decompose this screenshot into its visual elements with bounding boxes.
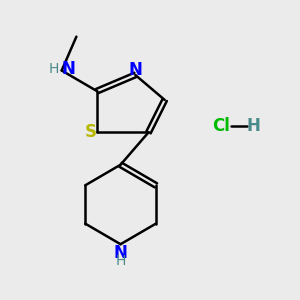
Text: H: H xyxy=(48,62,59,76)
Text: S: S xyxy=(85,123,97,141)
Text: Cl: Cl xyxy=(212,117,230,135)
Text: N: N xyxy=(114,244,128,262)
Text: N: N xyxy=(61,60,75,78)
Text: H: H xyxy=(246,117,260,135)
Text: N: N xyxy=(128,61,142,79)
Text: H: H xyxy=(116,254,126,268)
